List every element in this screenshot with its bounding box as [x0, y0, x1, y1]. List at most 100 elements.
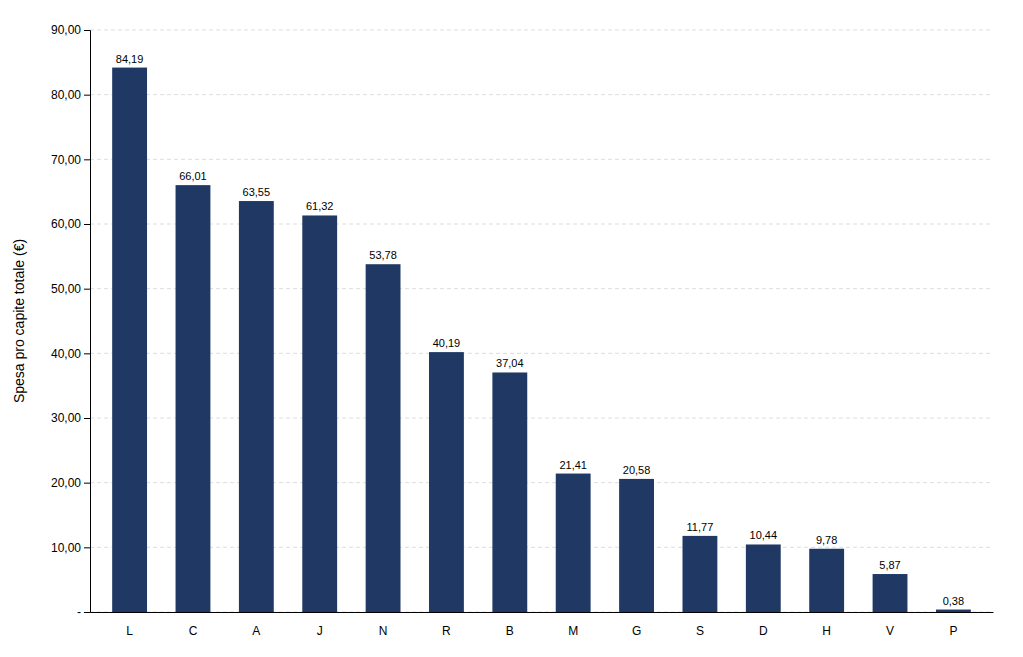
y-tick-mark — [84, 224, 90, 225]
grid — [90, 30, 993, 612]
data-label: 10,44 — [750, 529, 778, 541]
y-tick: - — [77, 605, 90, 619]
x-tick: H — [822, 624, 831, 638]
x-tick-label: S — [696, 624, 704, 638]
x-tick: V — [886, 624, 894, 638]
x-tick-label: D — [759, 624, 768, 638]
x-tick-label: J — [317, 624, 323, 638]
y-axis-line — [84, 31, 91, 613]
x-tick: C — [189, 624, 198, 638]
y-tick: 30,00 — [51, 411, 90, 425]
x-tick: M — [568, 624, 578, 638]
y-tick: 60,00 — [51, 217, 90, 231]
y-tick: 20,00 — [51, 476, 90, 490]
x-tick-label: M — [568, 624, 578, 638]
x-tick: P — [949, 624, 957, 638]
y-tick-label: - — [77, 605, 81, 619]
data-label: 84,19 — [116, 53, 144, 65]
y-tick-label: 90,00 — [51, 23, 81, 37]
x-tick-label: N — [379, 624, 388, 638]
data-label: 20,58 — [623, 464, 651, 476]
x-tick-label: C — [189, 624, 198, 638]
y-tick-label: 40,00 — [51, 347, 81, 361]
x-axis: LCAJNRBMGSDHVP — [91, 613, 994, 639]
x-tick: S — [696, 624, 704, 638]
bar — [556, 474, 591, 612]
y-tick-label: 60,00 — [51, 217, 81, 231]
y-tick-label: 70,00 — [51, 153, 81, 167]
x-tick-label: H — [822, 624, 831, 638]
bar — [176, 185, 211, 612]
grid-line — [90, 288, 993, 289]
y-tick-mark — [84, 483, 90, 484]
y-tick-label: 20,00 — [51, 476, 81, 490]
y-tick-label: 80,00 — [51, 88, 81, 102]
bars — [112, 68, 971, 612]
y-tick-mark — [84, 353, 90, 354]
x-tick-label: A — [252, 624, 260, 638]
y-tick-mark — [84, 289, 90, 290]
bar — [936, 610, 971, 612]
y-tick-mark — [84, 159, 90, 160]
bar — [873, 574, 908, 612]
y-tick: 10,00 — [51, 541, 90, 555]
data-labels: 84,19 66,01 63,55 61,32 53,78 40,19 37,04 21,41… — [116, 53, 964, 607]
bar — [239, 201, 274, 612]
y-tick: 90,00 — [51, 23, 90, 37]
x-tick-label: R — [442, 624, 451, 638]
y-tick-mark — [84, 547, 90, 548]
y-tick-mark — [84, 612, 90, 613]
data-label: 40,19 — [433, 337, 461, 349]
data-label: 5,87 — [879, 559, 900, 571]
bar — [809, 549, 844, 612]
data-label: 11,77 — [687, 521, 714, 533]
y-axis: - 10,00 20,00 30,00 40,00 50,00 60,00 70,00 80,0… — [51, 23, 91, 619]
x-tick: N — [379, 624, 388, 638]
y-tick-mark — [84, 95, 90, 96]
y-axis-title: Spesa pro capite totale (€) — [11, 239, 27, 403]
bar — [112, 68, 147, 612]
x-tick-label: G — [632, 624, 641, 638]
x-tick: G — [632, 624, 641, 638]
bar — [682, 536, 717, 612]
bar — [302, 215, 337, 612]
x-tick: R — [442, 624, 451, 638]
x-tick: L — [126, 624, 133, 638]
x-tick-label: L — [126, 624, 133, 638]
grid-line — [90, 418, 993, 419]
y-tick: 70,00 — [51, 153, 90, 167]
grid-line — [90, 30, 993, 31]
bar — [366, 264, 401, 612]
grid-line — [90, 94, 993, 95]
data-label: 37,04 — [496, 357, 524, 369]
data-label: 66,01 — [179, 170, 207, 182]
data-label: 63,55 — [243, 186, 271, 198]
x-tick: B — [506, 624, 514, 638]
y-tick-mark — [84, 30, 90, 31]
x-tick-label: V — [886, 624, 894, 638]
grid-line — [90, 353, 993, 354]
y-tick-label: 50,00 — [51, 282, 81, 296]
chart: - 10,00 20,00 30,00 40,00 50,00 60,00 70,00 80,0… — [0, 0, 1023, 657]
bar — [746, 544, 781, 612]
data-label: 53,78 — [369, 249, 397, 261]
grid-line — [90, 482, 993, 483]
x-tick: A — [252, 624, 260, 638]
bar — [619, 479, 654, 612]
y-tick-mark — [84, 418, 90, 419]
grid-line — [90, 547, 993, 548]
grid-line — [90, 612, 993, 613]
x-tick-label: P — [949, 624, 957, 638]
y-tick: 40,00 — [51, 347, 90, 361]
bar — [429, 352, 464, 612]
data-label: 61,32 — [306, 200, 334, 212]
y-tick: 50,00 — [51, 282, 90, 296]
x-tick-label: B — [506, 624, 514, 638]
data-label: 9,78 — [816, 534, 837, 546]
x-tick: J — [317, 624, 323, 638]
data-label: 0,38 — [943, 595, 964, 607]
data-label: 21,41 — [559, 459, 587, 471]
y-tick: 80,00 — [51, 88, 90, 102]
grid-line — [90, 159, 993, 160]
y-tick-label: 30,00 — [51, 411, 81, 425]
